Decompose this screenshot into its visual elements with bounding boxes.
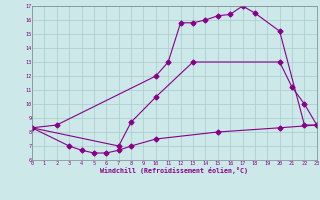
X-axis label: Windchill (Refroidissement éolien,°C): Windchill (Refroidissement éolien,°C) [100, 167, 248, 174]
